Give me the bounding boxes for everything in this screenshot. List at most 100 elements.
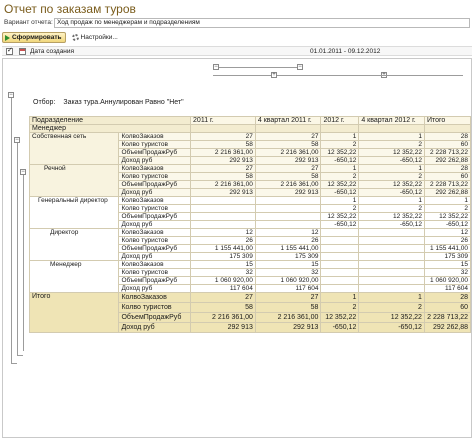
row-group-collapse-1[interactable]: − [8,92,14,98]
value-cell[interactable]: 15 [190,260,256,269]
total-value-cell[interactable]: -650,12 [320,322,360,333]
value-cell[interactable] [190,212,256,221]
generate-button[interactable]: Сформировать [2,32,66,43]
value-cell[interactable]: 117 604 [190,284,256,293]
total-value-cell[interactable]: 2 216 361,00 [190,312,256,323]
value-cell[interactable] [358,276,425,285]
column-header[interactable]: 4 квартал 2011 г. [254,116,322,125]
group-name-cell[interactable]: Генеральный директор [28,196,120,229]
value-cell[interactable] [320,268,360,277]
value-cell[interactable]: 2 [320,140,360,149]
value-cell[interactable]: 292 913 [254,188,322,197]
value-cell[interactable]: -650,12 [358,188,425,197]
value-cell[interactable] [320,252,360,261]
value-cell[interactable]: 12 [190,228,256,237]
group-name-cell[interactable]: Собственная сеть [28,132,120,165]
value-cell[interactable]: 1 155 441,00 [254,244,322,253]
row-group-collapse-3[interactable]: − [20,169,26,175]
value-cell[interactable]: 32 [190,268,256,277]
value-cell[interactable]: 2 [358,140,425,149]
value-cell[interactable]: 2 216 361,00 [254,180,322,189]
total-value-cell[interactable]: 1 [358,292,425,303]
total-value-cell[interactable]: 58 [254,302,322,313]
value-cell[interactable]: 1 [320,132,360,141]
value-cell[interactable]: 58 [190,140,256,149]
value-cell[interactable]: 1 [358,132,425,141]
column-header[interactable]: 4 квартал 2012 г. [358,116,425,125]
total-value-cell[interactable]: 292 913 [254,322,322,333]
value-cell[interactable]: 292 262,88 [423,156,471,165]
total-value-cell[interactable]: 2 [320,302,360,313]
value-cell[interactable]: 2 [358,204,425,213]
value-cell[interactable]: 12 352,22 [320,180,360,189]
value-cell[interactable] [320,276,360,285]
value-cell[interactable]: 1 [423,196,471,205]
group-name-cell[interactable]: Директор [28,228,120,261]
total-value-cell[interactable]: 27 [190,292,256,303]
value-cell[interactable] [190,220,256,229]
setting-period-field[interactable]: 01.01.2011 - 09.12.2012 [310,47,381,55]
value-cell[interactable]: 58 [254,172,322,181]
total-value-cell[interactable]: 12 352,22 [320,312,360,323]
value-cell[interactable]: 12 [254,228,322,237]
value-cell[interactable]: 2 [320,204,360,213]
column-header[interactable]: 2012 г. [320,116,360,125]
value-cell[interactable]: 26 [254,236,322,245]
value-cell[interactable]: 1 [320,164,360,173]
value-cell[interactable]: 27 [190,132,256,141]
value-cell[interactable]: 292 262,88 [423,188,471,197]
value-cell[interactable]: 2 [423,204,471,213]
value-cell[interactable]: 60 [423,140,471,149]
value-cell[interactable] [358,228,425,237]
value-cell[interactable] [320,228,360,237]
value-cell[interactable]: 12 [423,228,471,237]
value-cell[interactable]: 175 309 [190,252,256,261]
value-cell[interactable]: 12 352,22 [358,212,425,221]
value-cell[interactable]: 1 155 441,00 [423,244,471,253]
value-cell[interactable]: 27 [254,132,322,141]
value-cell[interactable]: 1 060 920,00 [190,276,256,285]
value-cell[interactable] [358,236,425,245]
value-cell[interactable] [254,212,322,221]
value-cell[interactable]: 292 913 [254,156,322,165]
value-cell[interactable]: 15 [423,260,471,269]
column-group-collapse-2[interactable]: − [297,64,303,70]
value-cell[interactable]: 1 060 920,00 [254,276,322,285]
value-cell[interactable]: 12 352,22 [423,212,471,221]
value-cell[interactable]: 12 352,22 [358,148,425,157]
value-cell[interactable]: 32 [254,268,322,277]
value-cell[interactable] [358,252,425,261]
value-cell[interactable]: 2 228 713,22 [423,180,471,189]
value-cell[interactable] [254,220,322,229]
column-header[interactable]: 2011 г. [190,116,256,125]
value-cell[interactable] [320,260,360,269]
total-value-cell[interactable]: 2 216 361,00 [254,312,322,323]
value-cell[interactable] [320,236,360,245]
total-value-cell[interactable]: 58 [190,302,256,313]
total-value-cell[interactable]: 292 913 [190,322,256,333]
value-cell[interactable] [320,244,360,253]
value-cell[interactable]: 58 [254,140,322,149]
total-value-cell[interactable]: -650,12 [358,322,425,333]
value-cell[interactable]: 12 352,22 [358,180,425,189]
value-cell[interactable]: 2 [320,172,360,181]
value-cell[interactable]: -650,12 [320,156,360,165]
value-cell[interactable] [320,284,360,293]
row-group-collapse-2[interactable]: − [14,137,20,143]
value-cell[interactable]: 292 913 [190,156,256,165]
total-value-cell[interactable]: 2 [358,302,425,313]
value-cell[interactable] [254,196,322,205]
value-cell[interactable] [358,284,425,293]
value-cell[interactable] [358,268,425,277]
value-cell[interactable]: 26 [423,236,471,245]
value-cell[interactable]: 1 [358,196,425,205]
total-value-cell[interactable]: 1 [320,292,360,303]
value-cell[interactable]: 1 155 441,00 [190,244,256,253]
value-cell[interactable]: -650,12 [423,220,471,229]
value-cell[interactable]: 26 [190,236,256,245]
total-value-cell[interactable]: 2 228 713,22 [423,312,471,323]
value-cell[interactable]: 32 [423,268,471,277]
variant-field[interactable]: Ход продаж по менеджерам и подразделения… [54,17,470,28]
value-cell[interactable]: 175 309 [423,252,471,261]
column-group-expand-1[interactable]: + [271,72,277,78]
